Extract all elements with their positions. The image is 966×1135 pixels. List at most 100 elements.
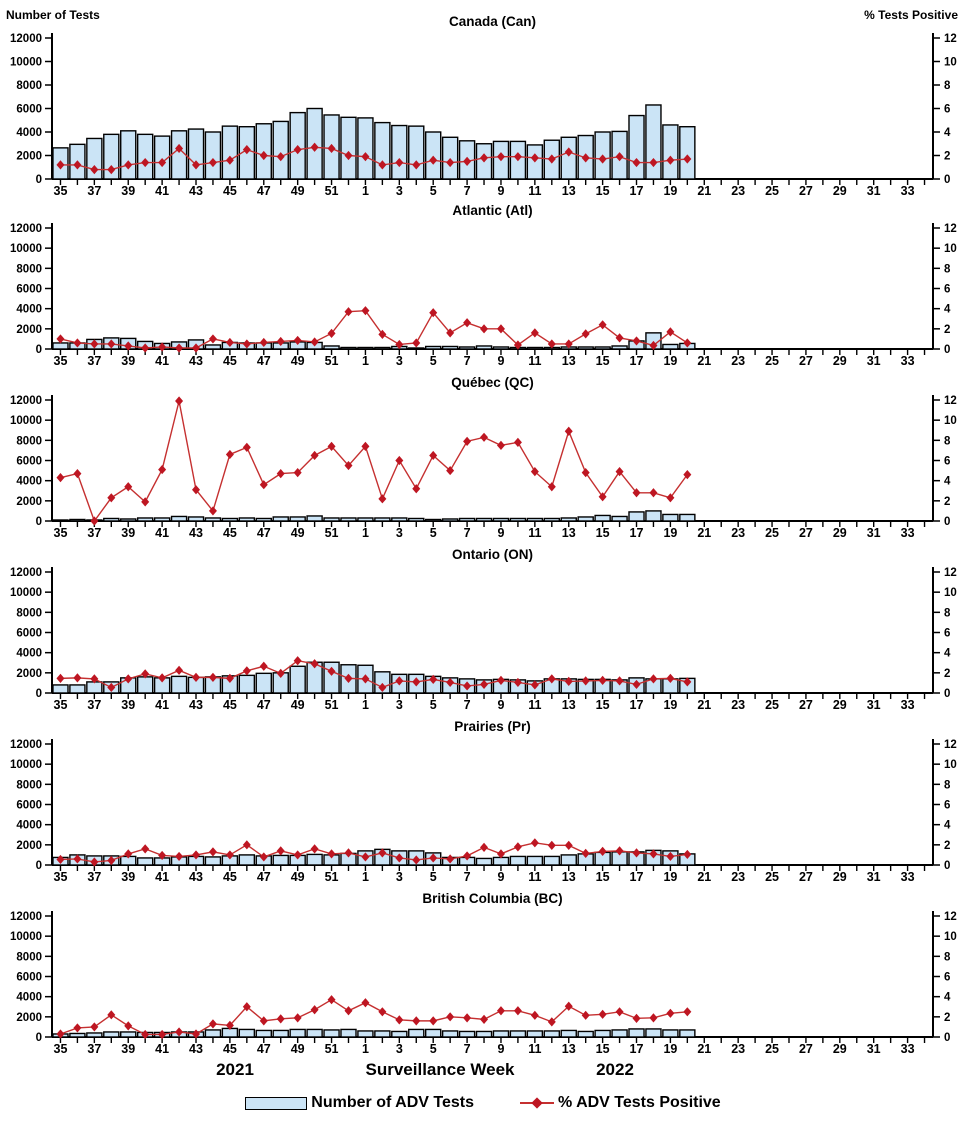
x-tick-label: 9 <box>497 354 504 368</box>
point-week-35 <box>56 160 65 170</box>
point-week-44 <box>208 1019 217 1029</box>
bar-week-11 <box>526 346 544 350</box>
point-week-16 <box>615 466 624 477</box>
x-tick-label: 23 <box>731 698 745 712</box>
x-tick-label: 21 <box>697 526 711 540</box>
bar-week-47 <box>255 672 272 694</box>
point-week-37 <box>90 165 99 175</box>
x-tick-label: 7 <box>464 184 471 198</box>
x-axis-labels: 2021 Surveillance Week 2022 <box>0 1060 966 1084</box>
right-tick-label: 12 <box>944 567 957 579</box>
x-tick-label: 7 <box>464 526 471 540</box>
left-tick-label: 2000 <box>16 496 42 508</box>
right-tick-label: 0 <box>944 516 950 528</box>
point-week-47 <box>259 852 268 862</box>
left-tick-label: 6000 <box>16 972 42 984</box>
legend-item-pct: % ADV Tests Positive <box>519 1094 721 1112</box>
point-week-35 <box>56 473 65 483</box>
x-tick-label: 39 <box>121 1042 135 1056</box>
point-week-51 <box>327 441 336 451</box>
point-week-42 <box>175 143 184 154</box>
right-tick-label: 2 <box>944 324 950 336</box>
x-tick-label: 45 <box>223 1042 237 1056</box>
bar-week-5 <box>424 1028 442 1038</box>
point-week-20 <box>683 338 692 348</box>
x-tick-label: 27 <box>799 526 813 540</box>
x-tick-label: 35 <box>54 1042 68 1056</box>
x-tick-label: 11 <box>528 526 541 540</box>
x-tick-label: 11 <box>528 184 541 198</box>
legend: Number of ADV Tests % ADV Tests Positive <box>0 1094 966 1112</box>
x-tick-label: 45 <box>223 526 237 540</box>
bar-week-4 <box>408 517 425 522</box>
point-week-48 <box>276 1014 285 1024</box>
bar-week-48 <box>272 854 289 866</box>
point-week-10 <box>513 842 522 852</box>
x-tick-label: 47 <box>257 1042 271 1056</box>
bar-week-46 <box>238 517 256 522</box>
point-week-13 <box>564 147 573 157</box>
left-tick-label: 8000 <box>16 80 42 92</box>
bar-week-6 <box>441 345 459 350</box>
bar-week-9 <box>492 346 510 350</box>
bar-week-7 <box>458 1030 476 1038</box>
point-week-1 <box>361 852 370 862</box>
point-week-48 <box>276 846 285 856</box>
point-week-36 <box>73 338 82 348</box>
x-tick-label: 5 <box>430 184 437 198</box>
point-week-48 <box>276 469 285 479</box>
right-tick-label: 8 <box>944 607 951 619</box>
bar-week-38 <box>103 1031 120 1038</box>
x-tick-label: 33 <box>901 1042 915 1056</box>
point-week-5 <box>429 1016 438 1026</box>
x-tick-label: 51 <box>325 1042 339 1056</box>
point-week-39 <box>124 482 133 492</box>
point-week-51 <box>327 995 336 1005</box>
left-tick-label: 2000 <box>16 151 42 163</box>
x-tick-label: 37 <box>87 354 101 368</box>
point-week-15 <box>598 846 607 856</box>
x-tick-label: 27 <box>799 698 813 712</box>
x-tick-label: 13 <box>562 870 576 884</box>
point-week-13 <box>564 426 573 436</box>
right-tick-label: 10 <box>944 759 957 771</box>
left-tick-label: 8000 <box>16 607 42 619</box>
x-tick-label: 39 <box>121 698 135 712</box>
x-tick-label: 15 <box>596 526 610 540</box>
point-week-44 <box>208 847 217 857</box>
right-tick-label: 8 <box>944 951 951 963</box>
bar-week-8 <box>475 1030 493 1038</box>
bar-week-49 <box>289 1028 306 1038</box>
bar-week-39 <box>120 1031 137 1038</box>
bar-week-5 <box>424 518 442 522</box>
x-tick-label: 49 <box>291 1042 305 1056</box>
x-tick-label: 3 <box>396 1042 403 1056</box>
x-tick-label: 19 <box>663 526 677 540</box>
bar-week-15 <box>594 1029 611 1038</box>
right-tick-label: 2 <box>944 840 950 852</box>
point-week-12 <box>547 482 556 492</box>
point-week-7 <box>463 1013 472 1023</box>
x-tick-label: 49 <box>291 698 305 712</box>
bar-week-3 <box>391 124 408 180</box>
x-tick-label: 19 <box>663 1042 677 1056</box>
bar-week-40 <box>136 133 154 180</box>
x-tick-label: 31 <box>867 1042 881 1056</box>
point-week-47 <box>259 661 268 671</box>
point-week-17 <box>632 336 641 346</box>
x-tick-label: 35 <box>54 526 68 540</box>
left-tick-label: 10000 <box>10 57 42 69</box>
x-tick-label: 27 <box>799 1042 813 1056</box>
point-week-50 <box>310 659 319 669</box>
bar-week-52 <box>340 116 357 180</box>
point-week-40 <box>141 497 150 507</box>
left-tick-label: 2000 <box>16 324 42 336</box>
right-tick-label: 4 <box>944 127 951 139</box>
point-week-35 <box>56 854 65 865</box>
point-week-7 <box>463 318 472 328</box>
x-tick-label: 41 <box>155 698 169 712</box>
point-week-19 <box>666 155 675 165</box>
bar-week-11 <box>526 517 544 522</box>
point-week-7 <box>463 156 472 166</box>
